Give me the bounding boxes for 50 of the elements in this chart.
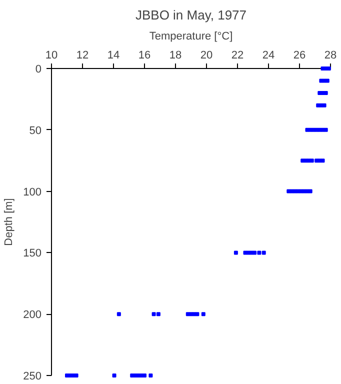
point	[319, 78, 324, 83]
x-tick-label: 14	[107, 50, 120, 62]
y-tick-label: 200	[23, 309, 42, 322]
point	[302, 189, 306, 194]
x-axis-title: Temperature [°C]	[149, 30, 233, 42]
point	[325, 78, 330, 83]
point	[326, 66, 331, 70]
x-tick-label: 20	[200, 50, 213, 62]
x-tick-label: 18	[169, 50, 182, 62]
point	[133, 374, 138, 378]
x-tick-label: 28	[324, 50, 337, 62]
y-tick-label: 100	[23, 186, 42, 198]
y-tick-label: 0	[35, 64, 42, 76]
point	[318, 91, 322, 96]
point	[148, 374, 153, 378]
point	[308, 189, 312, 194]
point	[142, 374, 146, 378]
point	[252, 250, 257, 255]
point	[319, 103, 324, 108]
point	[234, 250, 238, 255]
y-tick-label: 150	[23, 248, 42, 260]
x-tick-label: 26	[293, 50, 306, 62]
point	[322, 103, 326, 108]
x-tick-label: 16	[138, 50, 151, 62]
y-axis-title: Depth [m]	[3, 198, 16, 246]
point	[286, 189, 291, 194]
point	[257, 250, 262, 255]
point	[320, 158, 325, 163]
x-tick-label: 12	[76, 50, 89, 62]
y-tick-label: 250	[23, 370, 42, 382]
point	[195, 312, 200, 316]
point	[324, 91, 328, 96]
x-tick-label: 22	[231, 50, 244, 62]
point	[201, 312, 206, 316]
point	[262, 250, 266, 255]
y-tick-label: 50	[29, 124, 42, 137]
point	[310, 158, 314, 163]
point	[74, 374, 78, 378]
x-tick-label: 10	[45, 50, 58, 62]
point	[318, 158, 322, 163]
point	[112, 374, 116, 378]
point	[304, 158, 308, 163]
point	[156, 312, 160, 316]
point	[152, 312, 156, 316]
point	[324, 128, 328, 132]
point	[116, 312, 121, 316]
point	[71, 374, 76, 378]
point	[318, 128, 322, 132]
chart-title: JBBO in May, 1977	[135, 8, 247, 22]
x-tick-label: 24	[262, 50, 275, 62]
